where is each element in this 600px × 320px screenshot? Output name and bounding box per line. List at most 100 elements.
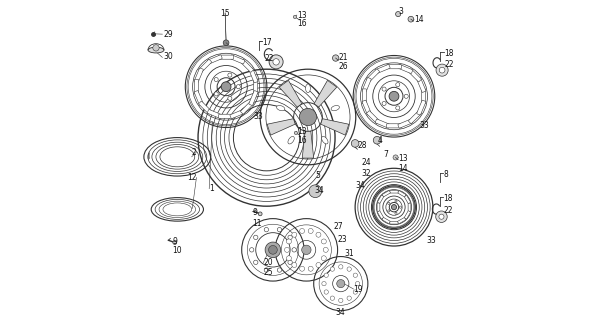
Circle shape bbox=[322, 239, 326, 244]
FancyBboxPatch shape bbox=[404, 195, 410, 204]
Text: 22: 22 bbox=[444, 60, 454, 69]
Circle shape bbox=[395, 200, 397, 202]
Text: 34: 34 bbox=[356, 181, 365, 190]
Circle shape bbox=[396, 106, 400, 110]
Circle shape bbox=[273, 59, 279, 65]
Circle shape bbox=[351, 140, 359, 147]
FancyBboxPatch shape bbox=[409, 111, 421, 124]
FancyBboxPatch shape bbox=[367, 111, 380, 124]
Text: 19: 19 bbox=[353, 284, 363, 293]
Polygon shape bbox=[302, 131, 314, 158]
Circle shape bbox=[214, 92, 218, 96]
Circle shape bbox=[294, 131, 298, 134]
Text: 20: 20 bbox=[263, 258, 273, 267]
FancyBboxPatch shape bbox=[362, 89, 367, 104]
Circle shape bbox=[337, 280, 345, 288]
Ellipse shape bbox=[331, 106, 340, 111]
FancyBboxPatch shape bbox=[409, 69, 421, 82]
Circle shape bbox=[299, 228, 305, 234]
Circle shape bbox=[393, 155, 398, 160]
Text: 12: 12 bbox=[187, 173, 196, 182]
FancyBboxPatch shape bbox=[375, 64, 390, 74]
Text: 25: 25 bbox=[263, 268, 273, 277]
Circle shape bbox=[382, 101, 386, 106]
Circle shape bbox=[388, 210, 390, 212]
FancyBboxPatch shape bbox=[194, 79, 199, 94]
Text: 9: 9 bbox=[173, 237, 178, 246]
Circle shape bbox=[353, 290, 358, 294]
Text: 18: 18 bbox=[444, 49, 454, 58]
FancyBboxPatch shape bbox=[417, 100, 426, 115]
FancyBboxPatch shape bbox=[377, 211, 383, 219]
Circle shape bbox=[436, 211, 447, 222]
Circle shape bbox=[221, 82, 231, 92]
Circle shape bbox=[258, 212, 262, 216]
Text: 5: 5 bbox=[315, 171, 320, 180]
FancyBboxPatch shape bbox=[254, 79, 258, 94]
Circle shape bbox=[382, 87, 386, 91]
Circle shape bbox=[338, 265, 343, 269]
Circle shape bbox=[309, 185, 322, 197]
Circle shape bbox=[338, 298, 343, 303]
Circle shape bbox=[355, 282, 360, 286]
Circle shape bbox=[389, 92, 399, 101]
Circle shape bbox=[153, 45, 159, 51]
FancyBboxPatch shape bbox=[208, 55, 222, 64]
Text: 24: 24 bbox=[361, 158, 371, 167]
Circle shape bbox=[250, 248, 254, 252]
Ellipse shape bbox=[288, 136, 294, 144]
Text: 10: 10 bbox=[173, 246, 182, 255]
Text: 34: 34 bbox=[314, 186, 324, 195]
FancyBboxPatch shape bbox=[241, 60, 253, 72]
Circle shape bbox=[316, 232, 321, 237]
Circle shape bbox=[308, 228, 313, 234]
Circle shape bbox=[286, 239, 292, 244]
Ellipse shape bbox=[148, 47, 164, 53]
Circle shape bbox=[332, 55, 339, 61]
Circle shape bbox=[330, 296, 335, 300]
Text: 28: 28 bbox=[358, 141, 367, 150]
Circle shape bbox=[308, 266, 313, 271]
Circle shape bbox=[347, 296, 352, 300]
Text: 30: 30 bbox=[164, 52, 173, 61]
FancyBboxPatch shape bbox=[219, 55, 233, 59]
Circle shape bbox=[391, 204, 397, 210]
Text: 7: 7 bbox=[383, 150, 388, 159]
Text: 3: 3 bbox=[398, 7, 403, 16]
FancyBboxPatch shape bbox=[404, 211, 410, 219]
FancyBboxPatch shape bbox=[230, 55, 245, 64]
Circle shape bbox=[254, 260, 258, 265]
Text: 18: 18 bbox=[443, 194, 453, 203]
FancyBboxPatch shape bbox=[362, 77, 371, 92]
Text: 31: 31 bbox=[344, 249, 354, 258]
FancyBboxPatch shape bbox=[398, 191, 406, 197]
FancyBboxPatch shape bbox=[421, 89, 425, 104]
Polygon shape bbox=[267, 119, 295, 135]
Circle shape bbox=[330, 267, 335, 271]
Circle shape bbox=[286, 256, 292, 261]
Circle shape bbox=[395, 12, 401, 17]
Text: 32: 32 bbox=[361, 169, 371, 178]
Circle shape bbox=[388, 202, 390, 204]
FancyBboxPatch shape bbox=[398, 218, 406, 224]
Circle shape bbox=[322, 256, 326, 261]
Text: 23: 23 bbox=[338, 235, 347, 244]
Text: 9: 9 bbox=[252, 208, 257, 217]
Circle shape bbox=[299, 108, 317, 125]
Text: 13: 13 bbox=[297, 127, 307, 136]
Circle shape bbox=[292, 232, 297, 237]
Polygon shape bbox=[321, 119, 349, 135]
Text: 4: 4 bbox=[378, 136, 383, 145]
Text: 8: 8 bbox=[443, 170, 448, 179]
Circle shape bbox=[277, 228, 281, 232]
Text: 21: 21 bbox=[338, 53, 348, 62]
Circle shape bbox=[373, 136, 381, 144]
FancyBboxPatch shape bbox=[219, 114, 233, 118]
Circle shape bbox=[265, 242, 281, 258]
Circle shape bbox=[353, 273, 358, 277]
Text: 1: 1 bbox=[209, 184, 214, 193]
FancyBboxPatch shape bbox=[241, 101, 253, 114]
FancyBboxPatch shape bbox=[249, 91, 258, 106]
FancyBboxPatch shape bbox=[408, 203, 411, 211]
Text: 14: 14 bbox=[398, 164, 408, 173]
